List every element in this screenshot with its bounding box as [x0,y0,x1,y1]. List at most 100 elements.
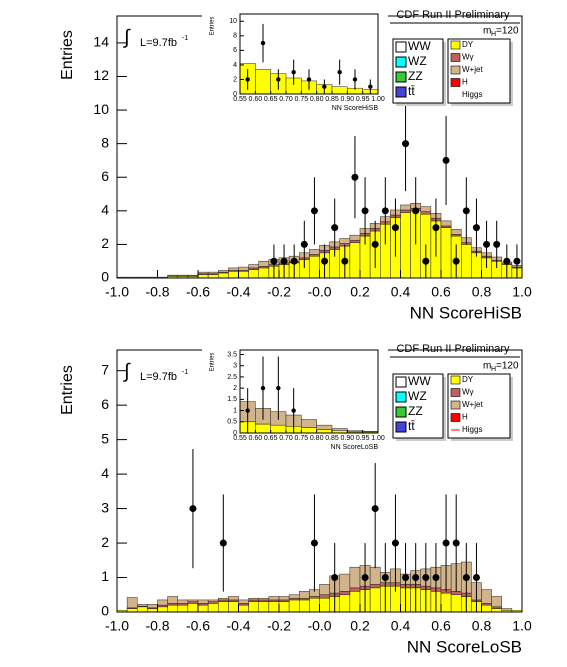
data-point [310,539,318,547]
histogram-bar [126,608,138,613]
data-point [276,77,281,82]
data-point [306,77,312,82]
inset-background [202,10,388,124]
histogram-bar [288,594,300,599]
histogram-bar [309,596,320,599]
histogram-bar [349,242,361,279]
y-axis-title: Entries [210,353,216,372]
x-tick-label: 0.6 [431,618,451,634]
x-axis-title: NN ScoreHiSB [410,303,522,322]
x-tick-label: 0.4 [391,618,411,634]
histogram-bar [319,597,330,613]
histogram-bar [400,212,411,279]
histogram-bar [238,271,249,279]
histogram-bar [420,206,432,212]
legend-label: Higgs [462,425,482,434]
data-point [391,224,399,232]
chart-title: CDF Run II Preliminary [396,343,510,355]
data-point [472,574,480,582]
legend-swatch [450,413,461,422]
y-tick-label: 0 [101,603,109,619]
x-tick-label: -0.2 [267,618,291,634]
histogram-bar [299,597,310,601]
data-point [442,156,450,164]
histogram-bar [316,429,333,434]
lumi-integral: ∫ [123,360,131,382]
histogram-bar [440,225,452,228]
lumi-text: L=9.7fb [140,371,177,383]
y-tick-label: 6 [101,396,109,412]
histogram-bar [228,267,239,271]
data-point [402,140,410,148]
y-tick-label: 3 [101,499,109,515]
y-tick-label: 7 [101,361,109,377]
legend-swatch [395,391,407,403]
y-tick-label: 2 [233,76,237,83]
x-tick-label: 1.0 [512,618,532,634]
data-point [270,257,278,265]
histogram-bar [137,604,148,607]
y-tick-label: 0 [233,91,237,98]
histogram-bar [258,601,270,613]
data-point [442,539,450,547]
histogram-bar [248,267,259,270]
histogram-bar [440,220,452,227]
data-point [245,408,250,413]
legend-swatch [450,400,461,410]
histogram-bar [299,599,310,613]
legend-swatch [395,86,407,98]
histogram-bar [420,211,432,215]
x-tick-label: 0.75 [295,435,309,442]
data-point [391,539,399,547]
data-point [310,207,318,215]
histogram-bar [278,599,290,602]
y-axis-title: Entries [59,365,76,415]
histogram-bar [126,597,138,609]
histogram-bar [207,271,219,275]
data-point [219,539,227,547]
histogram-bar [339,573,351,592]
legend-label: Wγ [462,388,474,397]
legend-label: DY [462,375,474,384]
y-tick-label: 5 [101,430,109,446]
data-point [189,505,197,513]
y-tick-label: 2 [233,385,237,392]
histogram-bar [228,271,239,279]
histogram-bar [309,255,320,279]
legend-swatch [395,41,407,53]
legend-label: tt̄ [408,84,415,98]
histogram-bar [167,274,178,277]
histogram-bar [207,599,219,602]
x-tick-label: -0.6 [186,284,210,300]
histogram-bar [501,608,513,611]
legend-label: WW [408,374,431,388]
histogram-bar [299,591,310,599]
x-tick-label: 1.0 [512,284,532,300]
legend-swatch [450,388,461,397]
lumi-integral: ∫ [123,26,131,48]
histogram-bar [309,597,320,613]
data-point [432,574,440,582]
histogram-bar [197,271,209,275]
data-point [300,240,308,248]
data-point [462,207,470,215]
histogram-bar [450,594,462,613]
legend-swatch [395,71,407,83]
histogram-bar [400,209,411,213]
histogram-bar [270,424,287,434]
histogram-bar [218,599,229,602]
y-tick-label: 3 [233,363,237,370]
legend-swatch [450,78,461,87]
histogram-bar [349,234,361,241]
histogram-bar [450,591,462,596]
histogram-bar [197,604,209,613]
histogram-bar [238,599,249,604]
mass-value: =120 [496,26,519,37]
histogram-bar [228,596,239,601]
histogram-bar [167,596,178,604]
legend-swatch [395,376,407,388]
x-tick-label: 0.55 [233,96,247,103]
histogram-bar [255,69,271,95]
plot-frame [239,13,379,95]
x-tick-label: 0.85 [325,96,339,103]
